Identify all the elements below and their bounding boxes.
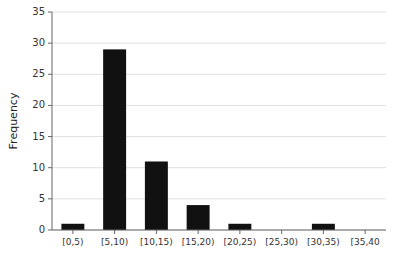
- x-tick-label: [35,40: [350, 237, 380, 247]
- grid-line: [52, 105, 386, 106]
- grid-line: [52, 43, 386, 44]
- y-tick-label: 5: [39, 193, 45, 204]
- bar: [61, 224, 84, 230]
- bars: [61, 49, 334, 230]
- y-tick-label: 15: [32, 131, 45, 142]
- x-tick-label: [0,5): [62, 237, 83, 247]
- y-tick: [48, 74, 52, 75]
- bar: [312, 224, 335, 230]
- x-tick: [72, 230, 73, 234]
- y-tick-label: 30: [32, 37, 45, 48]
- x-tick: [281, 230, 282, 234]
- x-tick-label: [20,25): [223, 237, 256, 247]
- chart-container: 05101520253035[0,5)[5,10)[10,15)[15,20)[…: [0, 0, 396, 258]
- grid-line: [52, 198, 386, 199]
- x-tick-label: [15,20): [182, 237, 215, 247]
- x-tick: [239, 230, 240, 234]
- x-tick: [323, 230, 324, 234]
- x-tick: [198, 230, 199, 234]
- x-tick-label: [10,15): [140, 237, 173, 247]
- y-tick: [48, 12, 52, 13]
- y-tick-label: 20: [32, 99, 45, 110]
- y-tick-label: 0: [39, 224, 45, 235]
- x-tick-label: [25,30): [265, 237, 298, 247]
- grid-line: [52, 167, 386, 168]
- grid-line: [52, 12, 386, 13]
- grid-line: [52, 74, 386, 75]
- y-tick-label: 25: [32, 68, 45, 79]
- y-axis: 0 5 10 15 20 25 30 35: [32, 6, 52, 235]
- x-axis-line: [52, 230, 386, 231]
- grid-line: [52, 136, 386, 137]
- y-tick: [48, 136, 52, 137]
- y-tick: [48, 198, 52, 199]
- x-tick: [365, 230, 366, 234]
- y-tick-label: 35: [32, 6, 45, 17]
- grid-line: [52, 230, 386, 231]
- x-tick: [114, 230, 115, 234]
- bar: [187, 205, 210, 230]
- y-tick: [48, 43, 52, 44]
- x-tick-label: [30,35): [307, 237, 340, 247]
- chart: 05101520253035[0,5)[5,10)[10,15)[15,20)[…: [0, 0, 396, 258]
- bar: [228, 224, 251, 230]
- y-axis-line: [52, 12, 53, 230]
- y-tick: [48, 105, 52, 106]
- grid: [52, 12, 386, 230]
- y-axis-label: Frequency: [7, 92, 20, 149]
- x-tick-label: [5,10): [101, 237, 128, 247]
- x-tick: [156, 230, 157, 234]
- bar: [103, 49, 126, 230]
- x-axis: [0,5) [5,10) [10,15) [15,20) [20,25) [25,30) […: [62, 230, 380, 247]
- y-tick: [48, 230, 52, 231]
- y-tick: [48, 167, 52, 168]
- bar: [145, 161, 168, 230]
- y-tick-label: 10: [32, 162, 45, 173]
